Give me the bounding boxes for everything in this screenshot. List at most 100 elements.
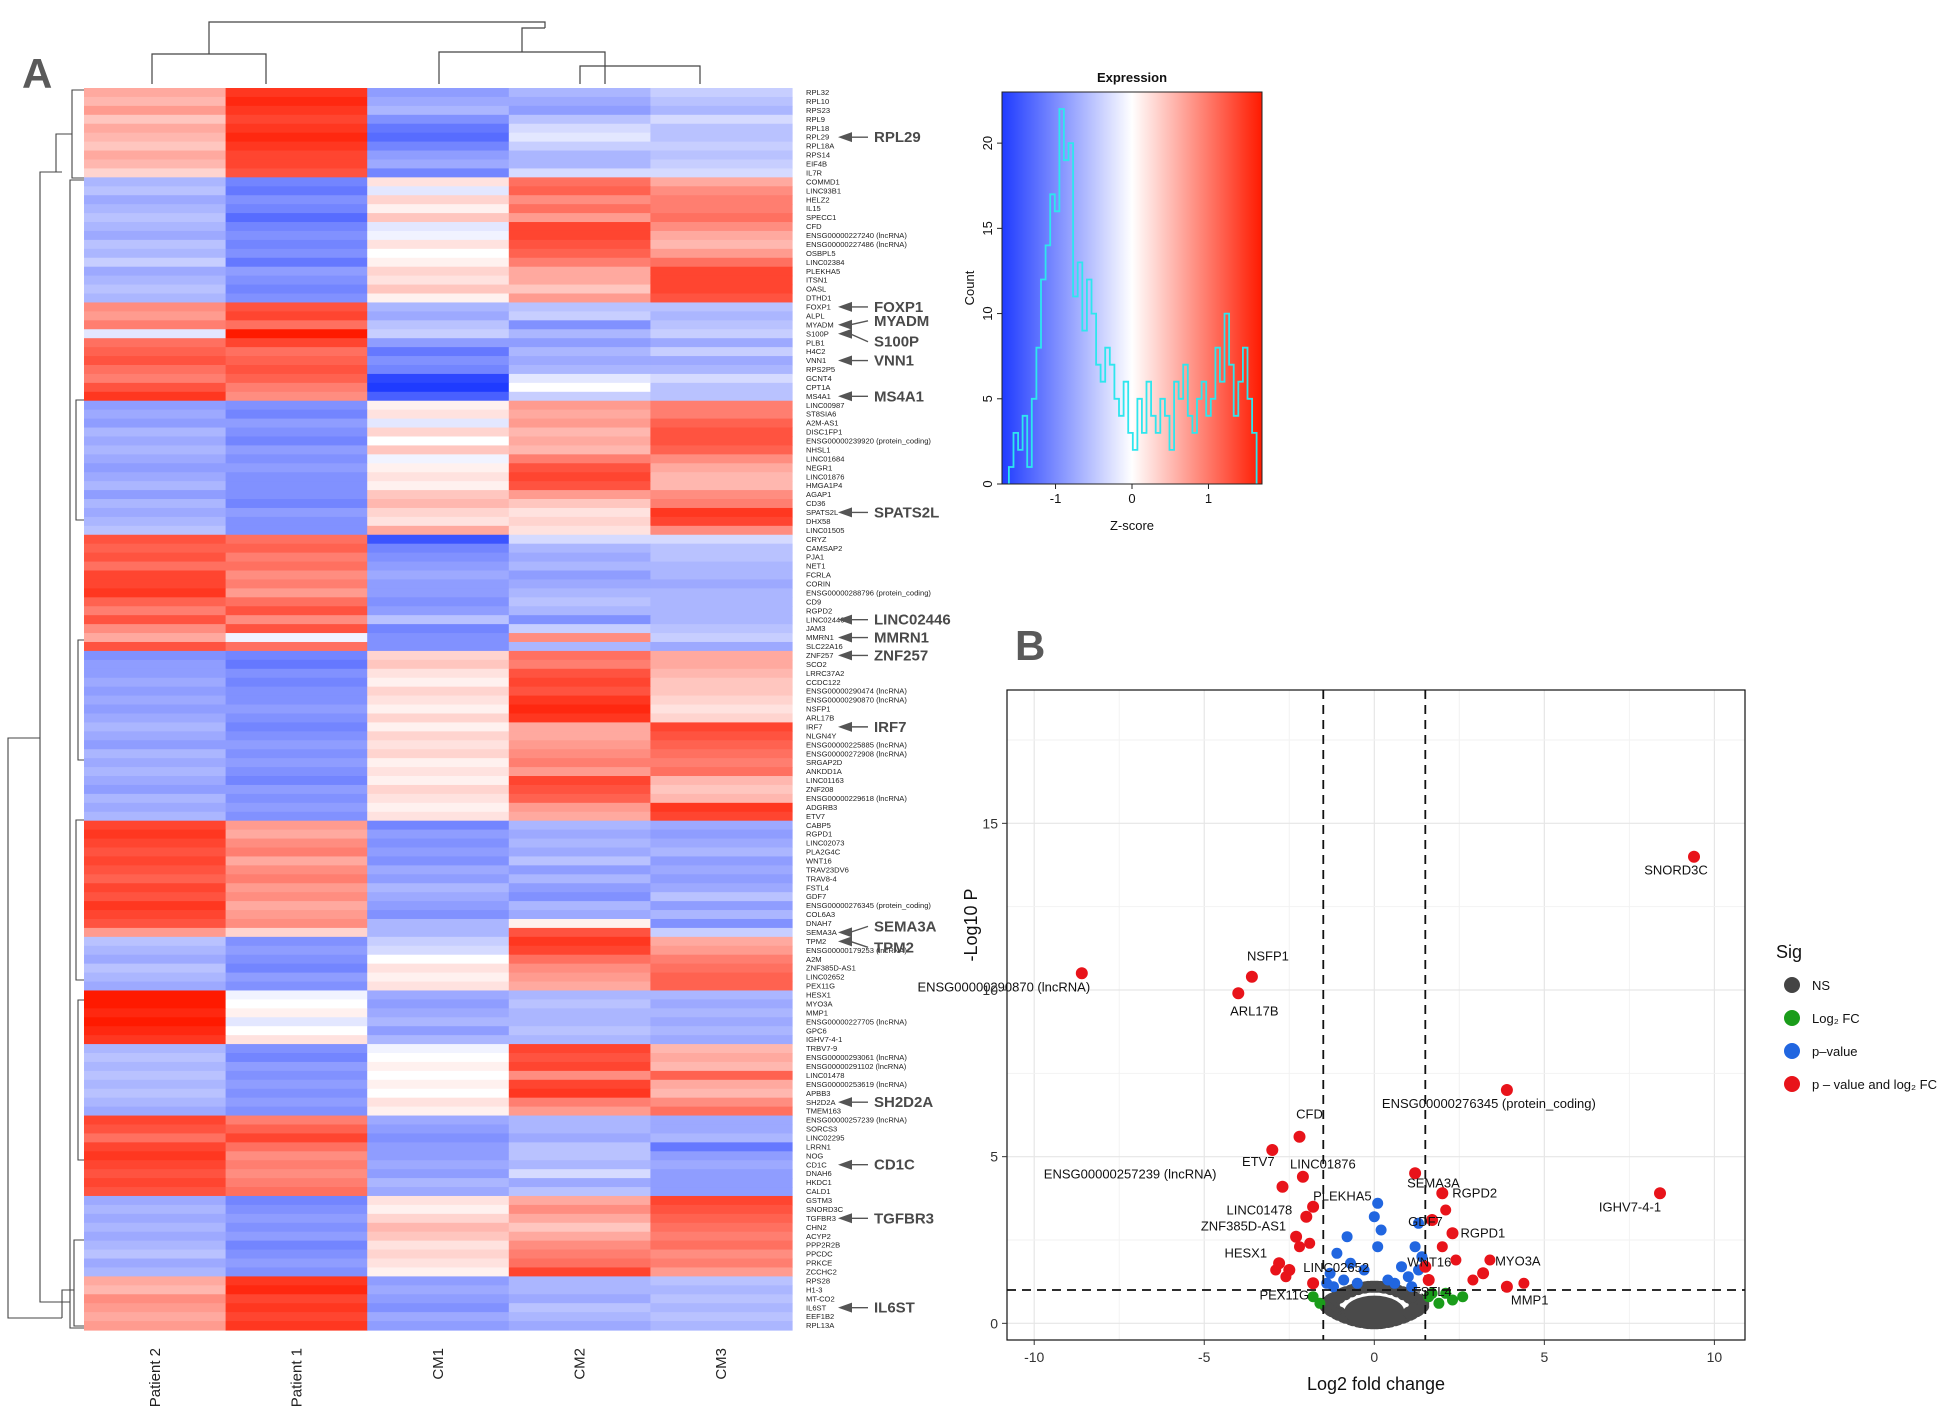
heatmap-cell bbox=[367, 320, 510, 330]
heatmap-cell bbox=[650, 463, 793, 473]
heatmap-cell bbox=[225, 883, 368, 893]
heatmap-cell bbox=[84, 186, 227, 196]
heatmap-row-label: LRRC37A2 bbox=[806, 669, 844, 678]
heatmap-cell bbox=[650, 892, 793, 902]
heatmap-cell bbox=[225, 918, 368, 929]
row-dendrogram bbox=[7, 89, 84, 1329]
heatmap-cell bbox=[650, 472, 793, 482]
heatmap-cell bbox=[225, 356, 368, 366]
heatmap-cell bbox=[84, 1008, 227, 1018]
heatmap-cell bbox=[508, 534, 651, 545]
heatmap-cell bbox=[650, 1044, 793, 1054]
heatmap-cell bbox=[508, 1231, 651, 1242]
heatmap-row-label: RPL18A bbox=[806, 142, 835, 151]
heatmap-row-label: RPL10 bbox=[806, 97, 829, 106]
heatmap-cell bbox=[225, 114, 368, 125]
heatmap-row-label: PPP2R2B bbox=[806, 1241, 840, 1250]
legend-swatch bbox=[1784, 1043, 1800, 1059]
heatmap-cell bbox=[367, 248, 510, 259]
heatmap-cell bbox=[508, 150, 651, 161]
heatmap-row-label: ENSG00000239920 (protein_coding) bbox=[806, 437, 931, 446]
point-p-value bbox=[1402, 1271, 1414, 1283]
point-p-value bbox=[1345, 1257, 1356, 1269]
heatmap-row-label: NOG bbox=[806, 1151, 823, 1160]
heatmap-row-label: CPT1A bbox=[806, 383, 831, 392]
point-p-value-and-log2fc bbox=[1440, 1204, 1452, 1216]
heatmap-cell bbox=[84, 1178, 227, 1188]
heatmap-cell bbox=[367, 516, 510, 527]
heatmap-cell bbox=[650, 159, 793, 170]
column-dendrogram bbox=[151, 21, 701, 84]
heatmap-cell bbox=[650, 570, 793, 581]
callout-arrow bbox=[838, 614, 852, 625]
heatmap-cell bbox=[367, 1187, 510, 1197]
heatmap-cell bbox=[84, 302, 227, 312]
heatmap-row-label: CFD bbox=[806, 222, 822, 231]
heatmap-row-label: ST8SIA6 bbox=[806, 410, 836, 419]
heatmap-cell bbox=[84, 507, 227, 518]
heatmap-cell bbox=[650, 1249, 793, 1260]
heatmap-cell bbox=[650, 186, 793, 196]
point-labeled bbox=[1500, 1280, 1513, 1293]
callout-arrow bbox=[838, 1213, 852, 1224]
x-tick-label: 1 bbox=[1205, 491, 1212, 506]
callout-arrow bbox=[838, 391, 852, 402]
legend-label: p–value bbox=[1812, 1044, 1858, 1059]
heatmap-cell bbox=[225, 373, 368, 384]
legend-swatch bbox=[1784, 1010, 1800, 1026]
heatmap-cell bbox=[84, 1231, 227, 1242]
heatmap-cell bbox=[225, 213, 368, 223]
heatmap-cell bbox=[225, 856, 368, 866]
heatmap-cell bbox=[650, 195, 793, 205]
point-p-value bbox=[1382, 1274, 1394, 1286]
heatmap-cell bbox=[650, 1187, 793, 1197]
heatmap-cell bbox=[367, 1133, 510, 1143]
heatmap-cell bbox=[508, 1133, 651, 1143]
heatmap-cell bbox=[84, 204, 227, 214]
heatmap-cell bbox=[225, 1133, 368, 1143]
heatmap-cell bbox=[84, 418, 227, 429]
heatmap-cell bbox=[225, 338, 368, 348]
heatmap-cell bbox=[367, 284, 510, 295]
heatmap-cell bbox=[367, 829, 510, 840]
heatmap-cell bbox=[367, 454, 510, 464]
heatmap-cell bbox=[508, 105, 651, 116]
heatmap-cell bbox=[508, 910, 651, 920]
point-labeled bbox=[1266, 1144, 1279, 1156]
callout-arrow bbox=[838, 1097, 852, 1108]
callout-arrow bbox=[838, 355, 852, 366]
heatmap-row-label: AGAP1 bbox=[806, 490, 831, 499]
heatmap-cell bbox=[508, 543, 651, 554]
heatmap-cell bbox=[650, 347, 793, 357]
heatmap-row-label: PLB1 bbox=[806, 338, 825, 347]
heatmap-cell bbox=[508, 1258, 651, 1269]
heatmap-cell bbox=[367, 1008, 510, 1018]
heatmap-cell bbox=[225, 784, 368, 795]
heatmap-cell bbox=[225, 490, 368, 500]
heatmap-cell bbox=[84, 409, 227, 420]
heatmap-cell bbox=[84, 391, 227, 402]
point-p-value-and-log2fc bbox=[1518, 1277, 1530, 1289]
point-p-value bbox=[1331, 1247, 1343, 1259]
heatmap-cell bbox=[84, 704, 227, 715]
heatmap-cell bbox=[84, 597, 227, 607]
callout-label: LINC02446 bbox=[874, 612, 951, 629]
heatmap-cell bbox=[650, 1267, 793, 1277]
heatmap-cell bbox=[225, 606, 368, 616]
heatmap-cell bbox=[84, 1088, 227, 1099]
heatmap-cell bbox=[225, 445, 368, 455]
legend-swatch bbox=[1784, 977, 1800, 993]
point-p-value bbox=[1368, 1211, 1380, 1223]
heatmap-cell bbox=[225, 668, 368, 679]
heatmap-cell bbox=[508, 811, 651, 822]
callout-arrow bbox=[838, 721, 852, 732]
point-labeled bbox=[1307, 1277, 1320, 1290]
heatmap-cell bbox=[225, 222, 368, 232]
heatmap-cell bbox=[508, 400, 651, 411]
heatmap-cell bbox=[84, 615, 227, 625]
heatmap-row-label: DNAH6 bbox=[806, 1169, 832, 1178]
heatmap-cell bbox=[367, 740, 510, 750]
callout-arrow bbox=[838, 650, 852, 661]
heatmap-row-label: ENSG00000291102 (lncRNA) bbox=[806, 1062, 907, 1071]
heatmap-cell bbox=[650, 1303, 793, 1313]
